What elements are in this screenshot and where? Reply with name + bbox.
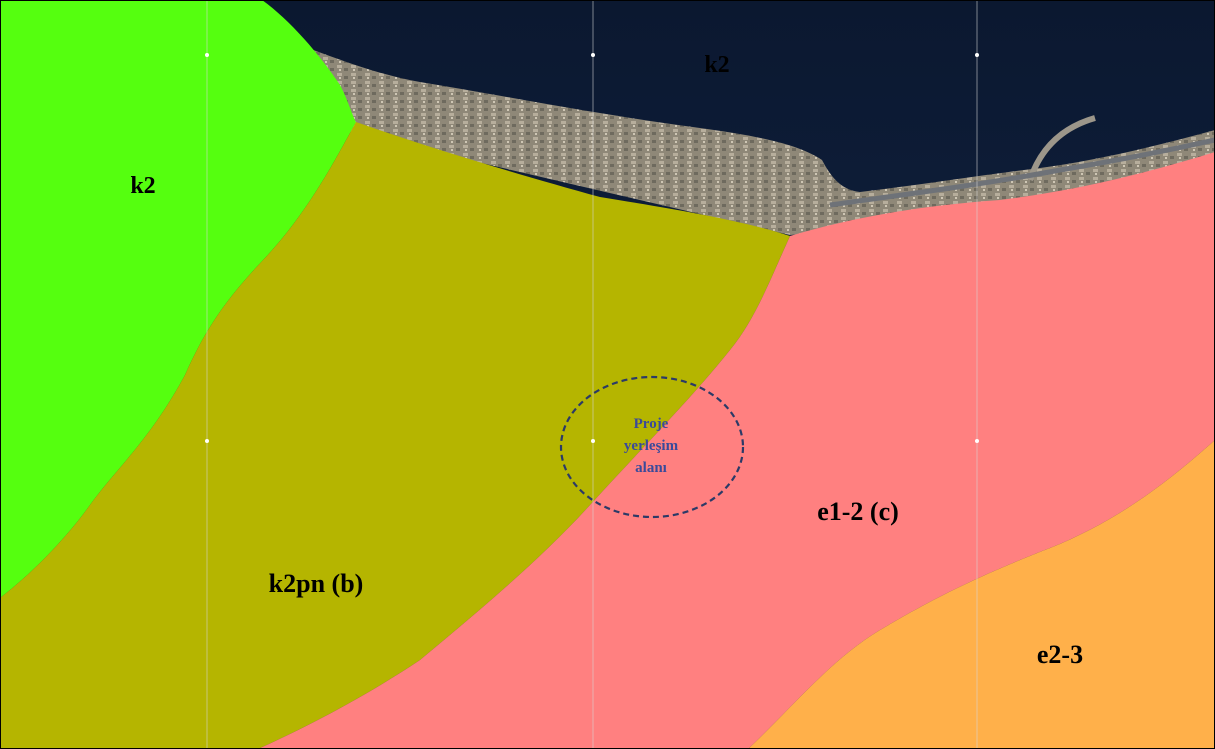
coastal-road bbox=[829, 137, 1215, 208]
label-e2-3: e2-3 bbox=[1037, 640, 1083, 669]
coastal-strip bbox=[300, 45, 1215, 235]
label-k2pn: k2pn (b) bbox=[269, 569, 364, 598]
unit-e1-2-polygon bbox=[258, 152, 1215, 749]
project-label-line-3: alanı bbox=[635, 460, 667, 476]
breakwater bbox=[1027, 115, 1096, 181]
project-label-line-1: Proje bbox=[634, 416, 669, 432]
unit-k2pn-polygon bbox=[0, 122, 790, 749]
map-grid bbox=[206, 0, 978, 749]
label-k2-sea: k2 bbox=[704, 52, 729, 78]
project-label-line-2: yerleşim bbox=[624, 438, 679, 454]
project-area-boundary[interactable] bbox=[559, 375, 745, 519]
grid-tick-markers bbox=[205, 53, 979, 443]
unit-e2-3-polygon bbox=[748, 440, 1215, 749]
label-e1-2: e1-2 (c) bbox=[817, 497, 899, 526]
project-area-label: Proje yerleşim alanı bbox=[624, 416, 679, 476]
unit-k2-polygon bbox=[0, 0, 356, 598]
label-k2-land: k2 bbox=[130, 173, 155, 199]
